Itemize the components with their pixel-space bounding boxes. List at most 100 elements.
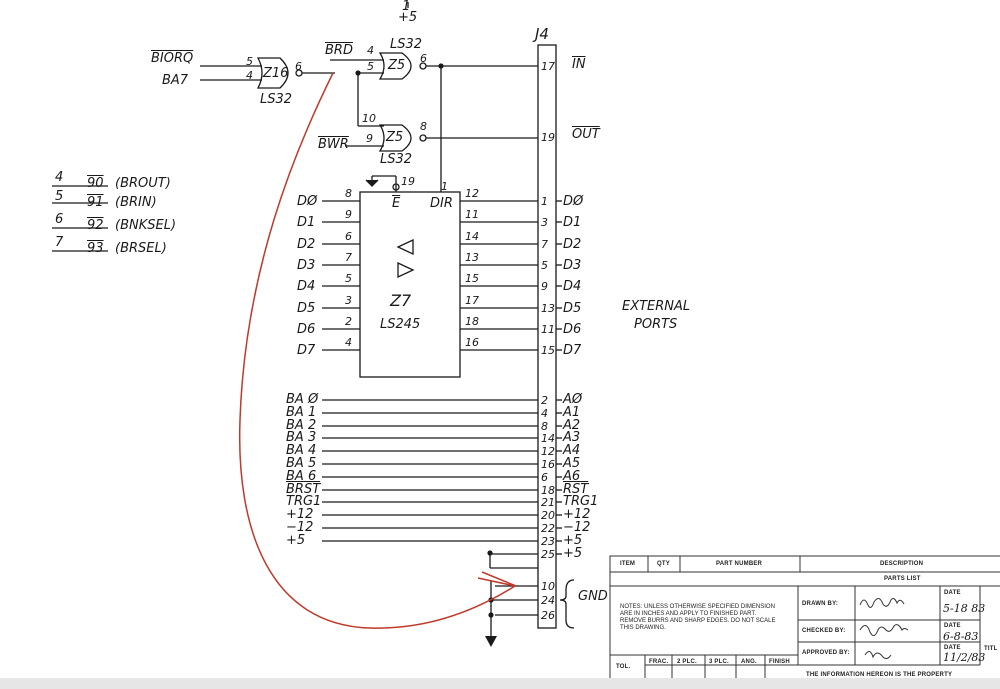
tb-frac: FRAC. (649, 659, 669, 665)
tb-date: DATE (944, 623, 961, 629)
data-line-out-label: D3 (563, 258, 582, 273)
legend-desc: (BRSEL) (115, 241, 167, 256)
z7-b-pin: 16 (465, 336, 479, 349)
data-line-in-label: D6 (297, 322, 316, 337)
z5a-id: Z5 (388, 58, 406, 73)
z7-dir-label: DIR (430, 196, 453, 211)
bus-line-out-label: A6 (563, 469, 581, 484)
bus-line-out-label: AØ (563, 392, 583, 407)
z16-input-b-label: BA7 (162, 73, 189, 88)
data-line-in-label: D3 (297, 258, 316, 273)
gate-z5b (378, 124, 412, 152)
j4-data-pin: 15 (541, 344, 555, 357)
z5a-pin-out: 6 (420, 52, 427, 65)
z7-b-pin: 14 (465, 230, 479, 243)
gate-z16 (256, 57, 289, 89)
out-label: OUT (572, 127, 600, 142)
bus-line-in-label: TRG1 (286, 494, 322, 509)
j4-bus-pin: 8 (541, 420, 548, 433)
bus-line-in-label: BA 5 (286, 456, 317, 471)
bus-line-out-label: A5 (563, 456, 581, 471)
z5a-type: LS32 (390, 37, 423, 52)
bus-line-in-label: BA 3 (286, 430, 317, 445)
bus-line-out-label: RST (563, 482, 589, 497)
bus-line-out-label: +12 (563, 507, 591, 522)
j4-bus-pin: 12 (541, 445, 555, 458)
z7-b-pin: 13 (465, 251, 479, 264)
z7-b-pin: 17 (465, 294, 479, 307)
connector-j4-body (537, 44, 557, 629)
bus-line-in-label: −12 (286, 520, 314, 535)
z7-b-pin: 18 (465, 315, 479, 328)
bwr-net-label: BWR (318, 137, 349, 152)
bus-line-out-label: A3 (563, 430, 581, 445)
z7-a-pin: 9 (345, 208, 352, 221)
data-line-out-label: D4 (563, 279, 582, 294)
legend-net: 93 (87, 241, 104, 256)
legend-pin: 6 (55, 212, 64, 227)
j4-bus-pin: 18 (541, 484, 555, 497)
legend-pin: 7 (55, 235, 64, 250)
connector-label: J4 (535, 25, 549, 43)
z16-input-a-label: BIORQ (151, 51, 194, 66)
data-line-out-label: D5 (563, 301, 582, 316)
j4-bus-pin: 16 (541, 458, 555, 471)
j4-data-pin: 3 (541, 216, 548, 229)
tb-header-part: PART NUMBER (716, 561, 763, 567)
data-line-out-label: D6 (563, 322, 582, 337)
legend-net: 92 (87, 218, 104, 233)
external-ports-line2: PORTS (634, 317, 678, 332)
external-ports-line1: EXTERNAL (622, 299, 691, 314)
legend-net: 91 (87, 195, 104, 210)
j4-bus-pin: 14 (541, 432, 555, 445)
out-pin: 19 (541, 131, 555, 144)
tb-approved-by: APPROVED BY: (802, 650, 850, 656)
j4-data-pin: 7 (541, 238, 548, 251)
tb-checked-by: CHECKED BY: (802, 628, 846, 634)
j4-data-pin: 1 (541, 195, 548, 208)
z7-a-pin: 6 (345, 230, 352, 243)
z7-dir-pin: 1 (441, 180, 448, 193)
z16-pin-b: 4 (246, 69, 253, 82)
data-line-in-label: D7 (297, 343, 316, 358)
z16-id: Z16 (263, 66, 289, 81)
tb-date: DATE (944, 590, 961, 596)
tb-prop-notice: THE INFORMATION HEREON IS THE PROPERTY (806, 672, 953, 678)
data-line-in-label: D2 (297, 237, 316, 252)
z5a-pin-b: 5 (367, 60, 374, 73)
bus-line-in-label: BA 6 (286, 469, 317, 484)
bus-line-in-label: BA 4 (286, 443, 317, 458)
z5b-pin-out: 8 (420, 120, 427, 133)
tb-notes: NOTES: UNLESS OTHERWISE SPECIFIED DIMENS… (620, 604, 776, 631)
tb-checked-date: 6-8-83 (943, 630, 979, 643)
tb-ang: ANG. (741, 659, 757, 665)
z5b-pin-b: 9 (366, 132, 373, 145)
j4-data-pin: 9 (541, 280, 548, 293)
j4-bus-pin: 22 (541, 522, 555, 535)
tb-header-desc: DESCRIPTION (880, 561, 924, 567)
bus-line-in-label: +12 (286, 507, 314, 522)
data-line-in-label: D1 (297, 215, 316, 230)
bus-line-in-label: BA 2 (286, 418, 317, 433)
power-top-label: +5 (398, 10, 418, 25)
bus-line-out-label: A4 (563, 443, 581, 458)
tb-header-qty: QTY (657, 561, 670, 567)
z7-b-pin: 12 (465, 187, 479, 200)
viewer-bottom-bar (0, 678, 1000, 689)
tb-2plc: 2 PLC. (677, 659, 697, 665)
z7-a-pin: 5 (345, 272, 352, 285)
in-pin: 17 (541, 60, 555, 73)
bus-line-in-label: +5 (286, 533, 306, 548)
tb-parts-list: PARTS LIST (884, 576, 921, 582)
bus-line-out-label: −12 (563, 520, 591, 535)
gate-z5a (378, 52, 412, 80)
data-line-out-label: D2 (563, 237, 582, 252)
z7-a-pin: 4 (345, 336, 352, 349)
legend-desc: (BNKSEL) (115, 218, 177, 233)
bus-line-out-label: TRG1 (563, 494, 599, 509)
tb-title: TITL (984, 646, 998, 652)
z7-a-pin: 7 (345, 251, 352, 264)
z7-a-pin: 2 (345, 315, 352, 328)
